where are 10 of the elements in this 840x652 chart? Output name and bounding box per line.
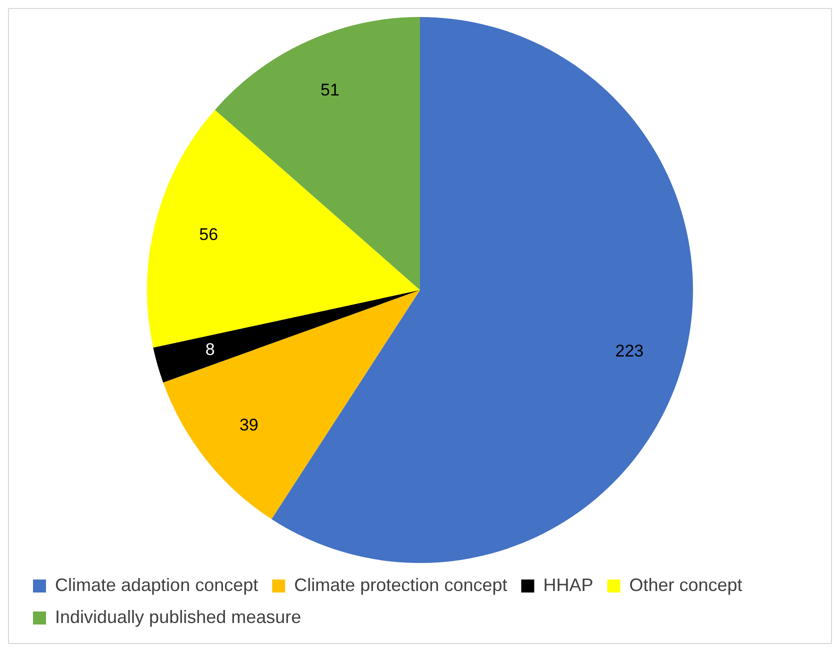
data-label: 56 — [199, 224, 218, 244]
data-label: 39 — [239, 415, 258, 434]
data-label: 51 — [320, 80, 340, 100]
legend-label: Other concept — [629, 574, 742, 595]
legend-label: Climate adaption concept — [55, 574, 258, 595]
data-label: 223 — [615, 342, 644, 361]
data-label: 8 — [205, 340, 215, 359]
legend-label: Individually published measure — [55, 606, 302, 627]
legend-label: HHAP — [543, 574, 594, 595]
legend-label: Climate protection concept — [294, 574, 508, 595]
